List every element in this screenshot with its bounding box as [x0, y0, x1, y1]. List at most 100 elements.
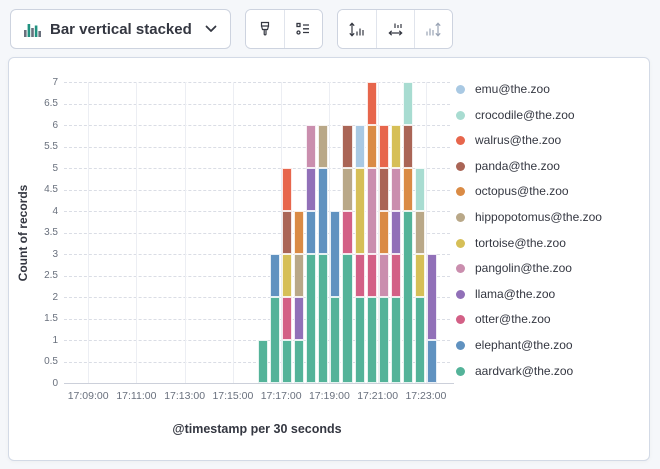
bar-segment[interactable]	[354, 297, 365, 383]
bar-segment[interactable]	[270, 254, 281, 297]
bottom-axis-button[interactable]	[375, 10, 414, 48]
y-gridline	[64, 297, 450, 298]
bar-segment[interactable]	[294, 297, 305, 340]
legend-item[interactable]: octopus@the.zoo	[456, 183, 602, 200]
bar-segment[interactable]	[390, 211, 401, 254]
legend-item[interactable]: crocodile@the.zoo	[456, 107, 602, 124]
bar-segment[interactable]	[282, 297, 293, 340]
bar-segment[interactable]	[354, 125, 365, 168]
bar-segment[interactable]	[354, 168, 365, 254]
bar-segment[interactable]	[330, 211, 341, 297]
x-gridline	[88, 82, 90, 383]
y-tick-label: 4	[52, 205, 58, 217]
bar-segment[interactable]	[426, 254, 437, 340]
bar-segment[interactable]	[402, 125, 413, 168]
legend-label: otter@the.zoo	[475, 312, 551, 327]
bar-segment[interactable]	[366, 254, 377, 297]
x-tick-label: 17:11:00	[116, 390, 157, 402]
legend-item[interactable]: panda@the.zoo	[456, 158, 602, 175]
bar-segment[interactable]	[426, 340, 437, 383]
bar-segment[interactable]	[294, 211, 305, 254]
x-gridline	[329, 82, 331, 383]
legend-item[interactable]: otter@the.zoo	[456, 311, 602, 328]
legend-color-dot	[456, 85, 465, 94]
x-tick-label: 17:13:00	[164, 390, 206, 402]
bar-segment[interactable]	[390, 168, 401, 211]
bar-segment[interactable]	[306, 125, 317, 168]
x-tick-label: 17:15:00	[212, 390, 254, 402]
bar-segment[interactable]	[330, 297, 341, 383]
bar-segment[interactable]	[414, 168, 425, 211]
bar-segment[interactable]	[390, 254, 401, 297]
legend-item[interactable]: emu@the.zoo	[456, 81, 602, 98]
right-axis-button[interactable]	[413, 10, 452, 48]
legend-item[interactable]: hippopotomus@the.zoo	[456, 209, 602, 226]
bar-segment[interactable]	[414, 297, 425, 383]
y-tick-label: 5.5	[44, 141, 58, 152]
legend-label: hippopotomus@the.zoo	[475, 209, 602, 224]
bar-segment[interactable]	[318, 168, 329, 254]
bar-segment[interactable]	[366, 125, 377, 168]
bar-segment[interactable]	[402, 168, 413, 211]
y-gridline	[64, 340, 450, 341]
y-tick-label: 0	[52, 377, 58, 389]
x-gridline	[377, 82, 379, 383]
y-gridline	[64, 211, 450, 212]
bar-segment[interactable]	[258, 340, 269, 383]
legend-color-dot	[456, 136, 465, 146]
chart-type-label: Bar vertical stacked	[50, 20, 192, 38]
legend-item[interactable]: walrus@the.zoo	[456, 132, 602, 149]
y-tick-label: 1.5	[44, 313, 58, 324]
bar-segment[interactable]	[282, 168, 293, 211]
bar-segment[interactable]	[306, 211, 317, 254]
legend-label: crocodile@the.zoo	[475, 107, 575, 122]
left-axis-button[interactable]	[337, 10, 376, 48]
bar-segment[interactable]	[342, 168, 353, 211]
bar-segment[interactable]	[378, 297, 389, 383]
y-tick-label: 7	[52, 76, 58, 88]
bar-segment[interactable]	[402, 82, 413, 125]
bar-segment[interactable]	[282, 211, 293, 254]
bar-segment[interactable]	[378, 254, 389, 297]
bar-segment[interactable]	[306, 168, 317, 211]
bar-segment[interactable]	[366, 168, 377, 254]
y-gridline	[64, 168, 450, 169]
x-gridline	[281, 82, 283, 383]
bar-segment[interactable]	[318, 254, 329, 383]
bar-segment[interactable]	[282, 254, 293, 297]
bar-segment[interactable]	[306, 254, 317, 383]
legend-color-dot	[456, 238, 465, 248]
bar-segment[interactable]	[354, 254, 365, 297]
chart-type-switcher[interactable]: Bar vertical stacked	[10, 9, 231, 49]
bar-segment[interactable]	[390, 297, 401, 383]
legend: emu@the.zoo crocodile@the.zoo walrus@the.z…	[456, 81, 602, 388]
bar-segment[interactable]	[282, 340, 293, 383]
bar-segment[interactable]	[366, 82, 377, 125]
bar-segment[interactable]	[378, 168, 389, 211]
legend-item[interactable]: tortoise@the.zoo	[456, 235, 602, 252]
legend-color-dot	[456, 315, 465, 325]
bar-segment[interactable]	[342, 254, 353, 383]
y-tick-label: 2.5	[44, 270, 58, 281]
legend-item[interactable]: elephant@the.zoo	[456, 337, 602, 354]
visual-options-button[interactable]	[245, 10, 284, 48]
bar-segment[interactable]	[294, 340, 305, 383]
bar-segment[interactable]	[342, 211, 353, 254]
legend-item[interactable]: pangolin@the.zoo	[456, 260, 602, 277]
bar-segment[interactable]	[414, 211, 425, 254]
legend-item[interactable]: llama@the.zoo	[456, 286, 602, 303]
bar-segment[interactable]	[366, 297, 377, 383]
legend-label: panda@the.zoo	[475, 158, 560, 173]
bar-segment[interactable]	[378, 125, 389, 168]
bar-segment[interactable]	[378, 211, 389, 254]
bar-segment[interactable]	[270, 297, 281, 383]
legend-settings-button[interactable]	[283, 10, 322, 48]
legend-item[interactable]: aardvark@the.zoo	[456, 363, 602, 380]
bar-segment[interactable]	[342, 125, 353, 168]
y-gridline	[64, 189, 450, 191]
bar-segment[interactable]	[318, 125, 329, 168]
bar-segment[interactable]	[402, 211, 413, 383]
bar-segment[interactable]	[414, 254, 425, 297]
bar-segment[interactable]	[294, 254, 305, 297]
bar-segment[interactable]	[390, 125, 401, 168]
